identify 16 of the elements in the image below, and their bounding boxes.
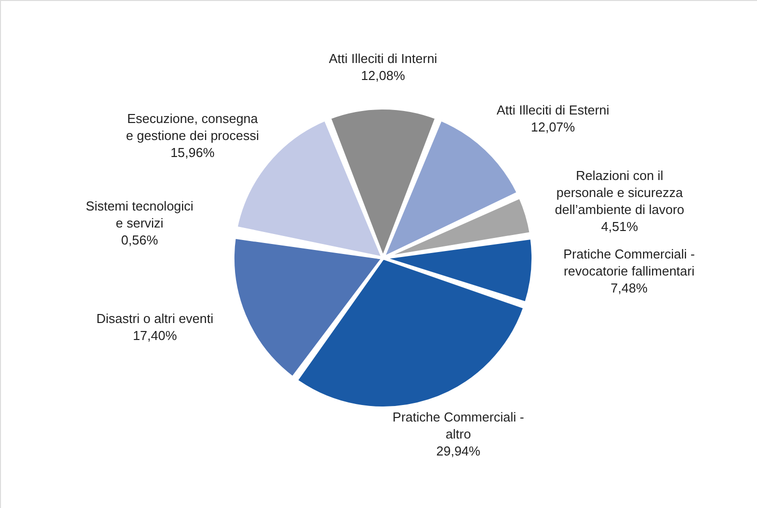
- slice-label: Pratiche Commerciali - altro: [392, 410, 524, 442]
- data-label: 15,96%: [170, 144, 215, 160]
- slice-label: Relazioni con il personale e sicurezza dell’ambiente di lavoro: [554, 168, 684, 218]
- slice-label: Disastri o altri eventi: [96, 311, 214, 326]
- data-label: 12,07%: [530, 120, 576, 135]
- data-label: 17,40%: [132, 328, 178, 344]
- data-label: 4,51%: [601, 219, 638, 234]
- slice-label: Atti Illeciti di Esterni: [496, 102, 610, 118]
- slice-label: Esecuzione, consegna e gestione dei processi: [126, 110, 260, 143]
- data-label: 29,94%: [436, 444, 481, 459]
- data-label: 0,56%: [121, 232, 158, 248]
- slice-label: Atti Illeciti di Interni: [328, 51, 438, 66]
- data-label: 7,48%: [610, 280, 648, 296]
- data-label: 12,08%: [360, 68, 406, 83]
- slice-label: Pratiche Commerciali - revocatorie fallimentari: [563, 246, 695, 279]
- slice-label: Sistemi tecnologici e servizi: [86, 198, 194, 231]
